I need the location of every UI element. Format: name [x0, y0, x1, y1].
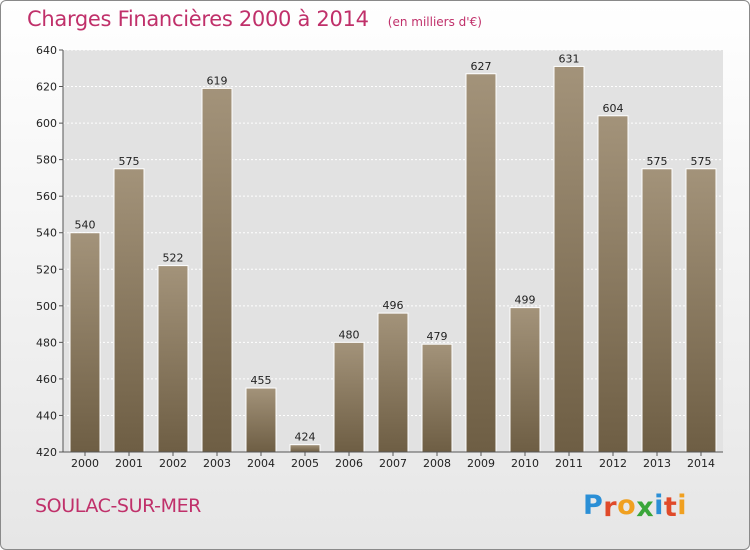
x-tick-label-2002: 2002 [159, 457, 187, 470]
value-label-2008: 479 [427, 330, 448, 343]
value-label-2003: 619 [207, 74, 228, 87]
chart-title: Charges Financières 2000 à 2014 [27, 7, 369, 31]
x-tick-label-2010: 2010 [511, 457, 539, 470]
bar-2010 [509, 307, 541, 453]
y-tick-label: 420 [36, 446, 57, 459]
value-label-2014: 575 [691, 155, 712, 168]
y-tick-label: 520 [36, 263, 57, 276]
x-tick-label-2007: 2007 [379, 457, 407, 470]
value-label-2012: 604 [603, 102, 624, 115]
bar-2006 [333, 341, 365, 453]
value-label-2001: 575 [119, 155, 140, 168]
x-tick-label-2014: 2014 [687, 457, 715, 470]
logo-letter: r [603, 492, 618, 523]
x-tick-label-2003: 2003 [203, 457, 231, 470]
logo-letter: o [617, 490, 637, 521]
logo-letter: P [583, 490, 604, 521]
value-label-2010: 499 [515, 294, 536, 307]
title-row: Charges Financières 2000 à 2014 (en mill… [27, 7, 482, 31]
bar-2001 [113, 168, 145, 453]
bar-2011 [553, 65, 585, 453]
y-tick-label: 480 [36, 336, 57, 349]
x-tick-label-2013: 2013 [643, 457, 671, 470]
y-tick-label: 560 [36, 190, 57, 203]
logo-letter: i [654, 490, 664, 521]
x-tick-label-2006: 2006 [335, 457, 363, 470]
y-tick-label: 580 [36, 154, 57, 167]
bars [69, 65, 717, 453]
y-tick-label: 440 [36, 409, 57, 422]
x-tick-label-2004: 2004 [247, 457, 275, 470]
x-tick-label-2005: 2005 [291, 457, 319, 470]
logo-letter: x [636, 492, 655, 523]
bar-2004 [245, 387, 277, 453]
x-tick-label-2011: 2011 [555, 457, 583, 470]
bar-2005 [289, 444, 321, 453]
proxiti-logo: Proxiti [583, 490, 688, 523]
x-tick-label-2000: 2000 [71, 457, 99, 470]
x-tick-label-2009: 2009 [467, 457, 495, 470]
logo-letter: i [677, 490, 688, 521]
value-label-2004: 455 [251, 374, 272, 387]
x-tick-label-2001: 2001 [115, 457, 143, 470]
bar-2014 [685, 168, 717, 453]
y-tick-label: 460 [36, 373, 57, 386]
value-label-2011: 631 [559, 52, 580, 65]
value-label-2000: 540 [75, 219, 96, 232]
bar-2000 [69, 232, 101, 453]
bar-2007 [377, 312, 409, 453]
bar-2013 [641, 168, 673, 453]
value-label-2013: 575 [647, 155, 668, 168]
y-tick-label: 620 [36, 81, 57, 94]
value-label-2006: 480 [339, 328, 360, 341]
value-label-2009: 627 [471, 60, 492, 73]
x-tick-label-2012: 2012 [599, 457, 627, 470]
x-tick-labels: 2000 2001 2002 2003 2004 2005 2006 2007 2008 2009… [71, 457, 715, 470]
chart-subtitle: (en milliers d'€) [387, 15, 482, 29]
value-label-2002: 522 [163, 252, 184, 265]
value-label-2007: 496 [383, 299, 404, 312]
y-tick-label: 540 [36, 227, 57, 240]
y-tick-label: 600 [36, 117, 57, 130]
bar-2009 [465, 73, 497, 453]
y-tick-label: 500 [36, 300, 57, 313]
y-tick-label: 640 [36, 44, 57, 57]
logo-letter: t [663, 492, 678, 523]
value-label-2005: 424 [295, 431, 316, 444]
bar-2008 [421, 343, 453, 453]
commune-name: SOULAC-SUR-MER [35, 495, 201, 517]
bar-2003 [201, 87, 233, 453]
bar-2002 [157, 265, 189, 453]
axes [62, 50, 723, 453]
y-tick-labels: 420 440 460 480 500 520 540 560 580 600 620 640 [36, 44, 57, 459]
x-tick-label-2008: 2008 [423, 457, 451, 470]
bar-2012 [597, 115, 629, 453]
value-labels: 540 575 522 619 455 424 480 496 479 627 499 631 604 5… [75, 52, 712, 443]
